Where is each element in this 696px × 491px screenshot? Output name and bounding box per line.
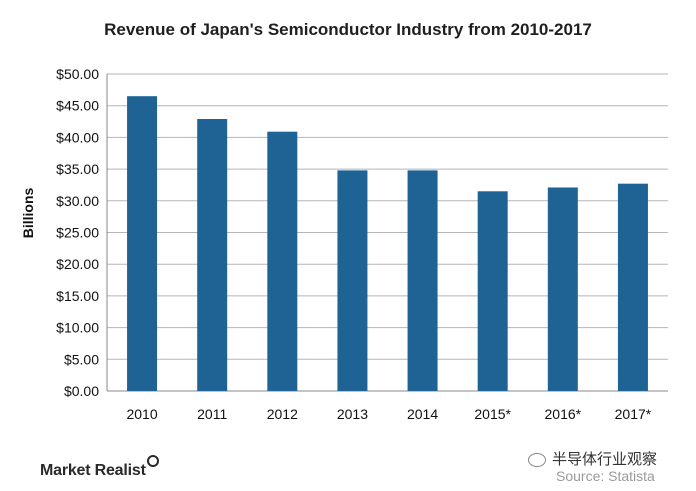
y-axis-label: Billions xyxy=(20,187,36,239)
x-tick-label: 2012 xyxy=(267,406,298,422)
bar-2012 xyxy=(267,131,298,391)
y-tick-label: $35.00 xyxy=(56,161,99,177)
y-axis-ticks: $0.00 $5.00 $10.00 $15.00 $20.00 $25.00 $30.00… xyxy=(56,66,99,399)
wechat-icon xyxy=(528,453,546,468)
y-tick-label: $20.00 xyxy=(56,256,99,272)
wechat-watermark: 半导体行业观察 xyxy=(528,448,657,469)
y-tick-label: $45.00 xyxy=(56,98,99,114)
x-tick-label: 2015* xyxy=(474,406,511,422)
bar-2011 xyxy=(197,119,228,391)
y-tick-label: $15.00 xyxy=(56,288,99,304)
y-tick-label: $5.00 xyxy=(64,351,99,367)
bar-2015 xyxy=(477,191,508,391)
x-tick-label: 2013 xyxy=(337,406,368,422)
bar-2016 xyxy=(547,187,578,391)
x-tick-label: 2010 xyxy=(126,406,157,422)
y-tick-label: $0.00 xyxy=(64,383,99,399)
x-tick-label: 2011 xyxy=(197,406,227,422)
y-tick-label: $25.00 xyxy=(56,225,99,241)
bars xyxy=(127,96,648,391)
x-tick-label: 2014 xyxy=(407,406,438,422)
bar-2013 xyxy=(337,170,368,391)
x-tick-label: 2017* xyxy=(615,406,652,422)
gridlines xyxy=(106,73,668,392)
chart-title: Revenue of Japan's Semiconductor Industr… xyxy=(104,20,592,39)
y-tick-label: $50.00 xyxy=(56,66,99,82)
bar-2017 xyxy=(617,183,648,391)
x-axis-ticks: 2010 2011 2012 2013 2014 2015* 2016* 2017* xyxy=(126,406,651,422)
y-tick-label: $30.00 xyxy=(56,193,99,209)
brand-logo: Market Realist xyxy=(40,455,159,480)
magnifier-icon xyxy=(146,455,159,467)
x-tick-label: 2016* xyxy=(545,406,582,422)
bar-2014 xyxy=(407,170,438,391)
source-note: Source: Statista xyxy=(556,468,655,484)
y-tick-label: $40.00 xyxy=(56,129,99,145)
bar-2010 xyxy=(127,96,158,391)
y-tick-label: $10.00 xyxy=(56,320,99,336)
